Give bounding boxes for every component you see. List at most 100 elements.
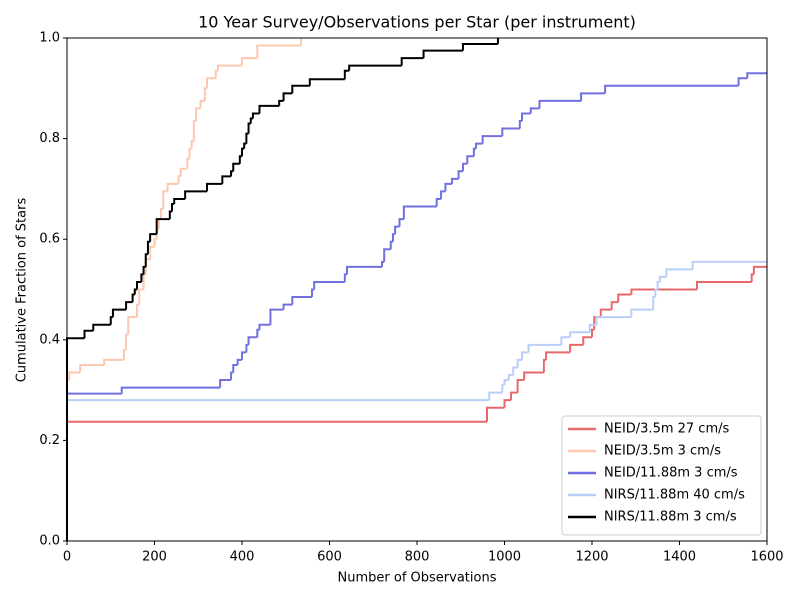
step-segment (383, 248, 391, 262)
step-segment (149, 233, 157, 242)
series (66, 38, 303, 541)
legend-label: NEID/3.5m 27 cm/s (604, 422, 729, 437)
step-segment (402, 205, 437, 220)
step-segment (422, 49, 463, 59)
step-segment (219, 379, 232, 388)
step-segment (510, 391, 518, 401)
step-segment (435, 197, 442, 207)
y-tick-label: 0.4 (39, 332, 60, 347)
step-segment (83, 329, 94, 339)
step-segment (630, 288, 697, 295)
step-segment (752, 265, 767, 275)
legend-label: NIRS/11.88m 40 cm/s (604, 488, 745, 503)
step-segment (291, 296, 312, 305)
step-segment (278, 99, 284, 106)
step-segment (398, 218, 404, 227)
step-segment (199, 99, 205, 109)
x-tick-label: 1200 (575, 550, 608, 565)
step-segment (308, 78, 345, 86)
step-segment (136, 280, 142, 290)
x-axis-label: Number of Observations (338, 571, 497, 586)
step-segment (512, 366, 518, 376)
step-segment (503, 399, 512, 408)
x-tick-label: 600 (317, 550, 342, 565)
step-segment (488, 391, 503, 401)
step-segment (503, 379, 509, 386)
step-segment (68, 371, 81, 381)
step-segment (195, 107, 201, 121)
step-segment (451, 177, 459, 184)
step-segment (523, 371, 544, 381)
step-segment (580, 92, 606, 101)
x-tick-label: 800 (405, 550, 430, 565)
x-tick-label: 400 (230, 550, 255, 565)
y-tick-label: 1.0 (39, 31, 60, 46)
step-segment (394, 225, 400, 235)
step-segment (595, 316, 632, 325)
step-segment (527, 343, 562, 353)
x-tick-label: 0 (63, 550, 71, 565)
step-segment (545, 351, 571, 360)
step-segment (440, 190, 446, 199)
step-segment (221, 175, 232, 184)
chart-title: 10 Year Survey/Observations per Star (pe… (198, 13, 636, 32)
x-tick-label: 1400 (663, 550, 696, 565)
step-segment (313, 280, 345, 290)
step-segment (507, 374, 514, 381)
step-segment (343, 69, 350, 80)
step-segment (120, 386, 221, 394)
step-segment (258, 323, 271, 330)
step-segment (232, 363, 238, 373)
step-segment (348, 64, 402, 71)
step-segment (599, 308, 612, 318)
step-segment (184, 190, 207, 199)
step-segment (461, 43, 498, 51)
x-tick-label: 1000 (488, 550, 521, 565)
step-segment (173, 197, 186, 204)
step-segment (162, 190, 168, 210)
step-segment (658, 275, 667, 282)
step-segment (501, 127, 520, 137)
step-segment (127, 316, 137, 335)
step-segment (737, 77, 748, 86)
step-segment (691, 260, 767, 270)
step-segment (241, 57, 258, 66)
step-segment (111, 308, 127, 318)
step-segment (346, 265, 382, 275)
legend-label: NEID/3.5m 3 cm/s (604, 444, 721, 459)
step-segment (216, 64, 242, 71)
step-segment (538, 99, 582, 109)
step-segment (617, 293, 632, 303)
x-tick-label: 200 (142, 550, 167, 565)
legend-label: NIRS/11.88m 3 cm/s (604, 510, 737, 525)
step-segment (282, 303, 293, 310)
step-segment (241, 351, 247, 360)
step-segment (521, 112, 531, 121)
step-segment (166, 182, 179, 192)
step-segment (604, 84, 739, 94)
step-segment (746, 72, 767, 79)
y-tick-label: 0.6 (39, 232, 60, 247)
step-segment (125, 301, 133, 310)
step-segment (103, 358, 124, 365)
step-segment (516, 358, 522, 368)
y-tick-label: 0.2 (39, 433, 60, 448)
x-tick-label: 1600 (750, 550, 783, 565)
y-tick-label: 0.0 (39, 534, 60, 549)
step-segment (466, 155, 474, 164)
step-segment (665, 268, 693, 277)
legend-label: NEID/11.88m 3 cm/s (604, 466, 738, 481)
step-segment (560, 336, 571, 345)
step-segment (206, 182, 223, 192)
step-segment (291, 84, 310, 94)
step-segment (696, 280, 752, 290)
y-axis-label: Cumulative Fraction of Stars (15, 198, 30, 383)
step-segment (92, 323, 111, 331)
step-segment (521, 351, 529, 360)
y-tick-label: 0.8 (39, 131, 60, 146)
step-segment (582, 336, 592, 345)
step-segment (236, 358, 242, 365)
step-segment (529, 107, 540, 114)
step-segment (232, 162, 240, 172)
